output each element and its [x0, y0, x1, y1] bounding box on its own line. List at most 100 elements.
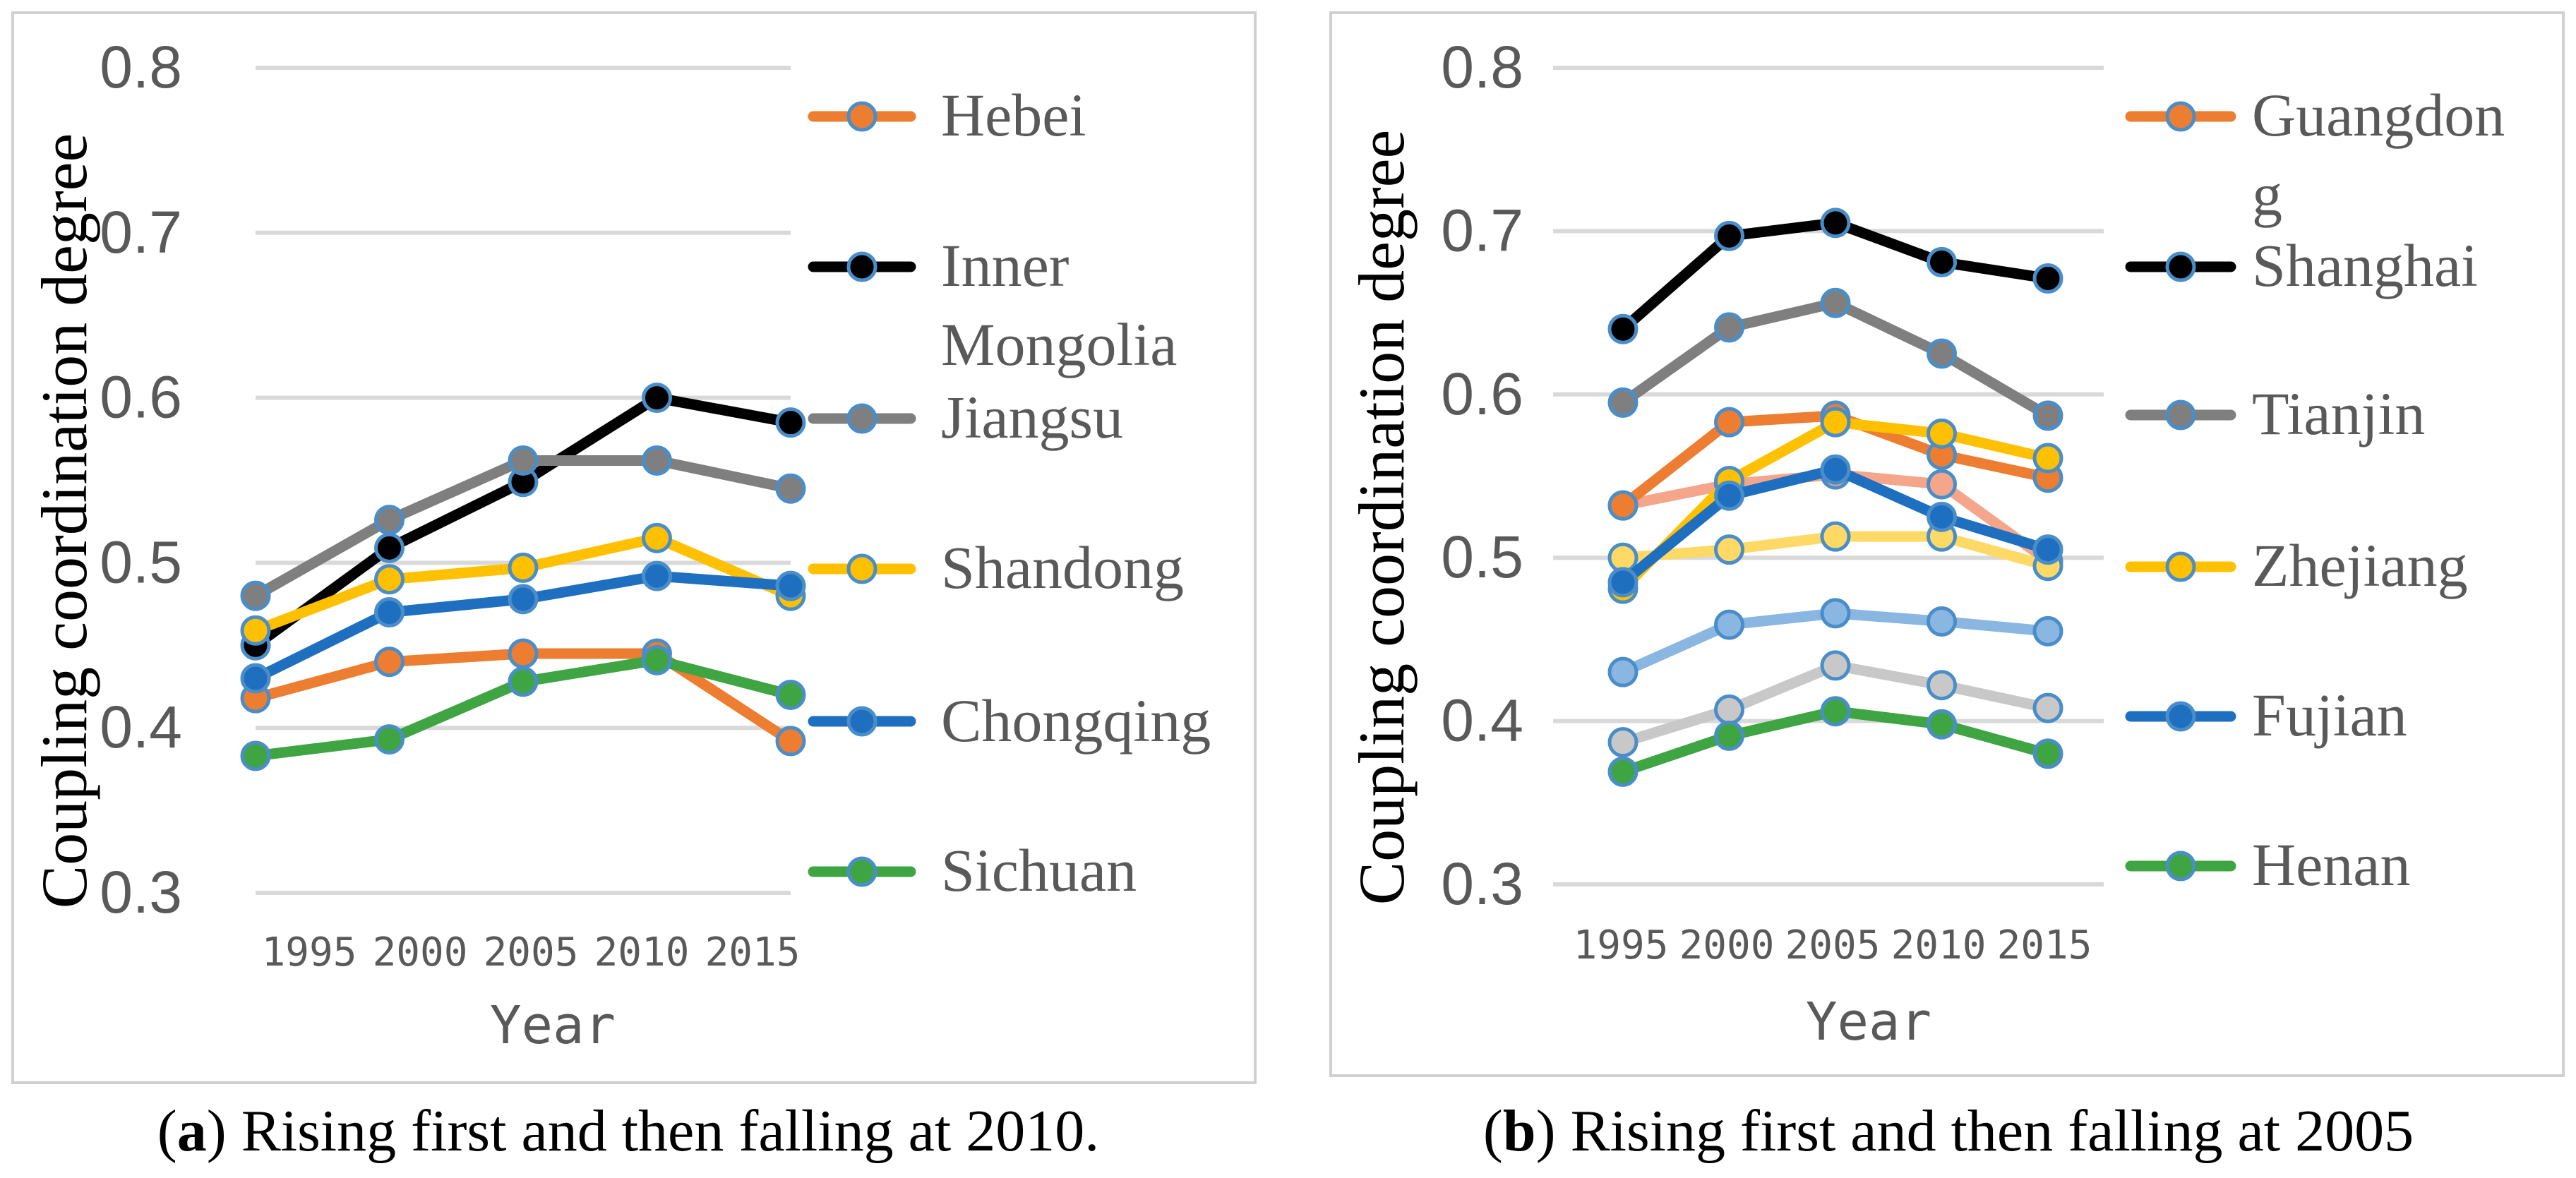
panel-a-point-jiangsu-2010	[642, 445, 672, 476]
legend-marker-tianjin	[2125, 399, 2236, 431]
panel-a-point-hebei-2015	[775, 726, 806, 757]
panel-a-x-tick-2005: 2005	[484, 930, 579, 975]
panel-a-y-tick-0-3: 0.3	[100, 859, 182, 925]
panel-b-x-tick-2015: 2015	[1997, 922, 2092, 968]
panel-b-point-series-8-2015	[2032, 615, 2063, 647]
panel-a-point-hebei-2005	[508, 638, 539, 669]
panel-a-point-shandong-1995	[240, 615, 271, 646]
legend-dot-shandong	[846, 553, 877, 584]
panel-a-series-sichuan	[240, 644, 806, 771]
panel-b-series-shanghai	[1607, 208, 2063, 344]
panel-a-point-sichuan-2005	[508, 666, 539, 697]
legend-marker-fujian	[2125, 701, 2236, 732]
panel-a-x-tick-1995: 1995	[262, 930, 357, 975]
panel-b-point-tianjin-2000	[1714, 312, 1744, 343]
panel-b-point-series-8-2000	[1714, 609, 1744, 640]
panel-b-point-henan-1995	[1607, 756, 1639, 787]
caption-b-text: Rising first and then falling at 2005	[1571, 1098, 2414, 1164]
panel-a-point-chongqing-2015	[775, 570, 806, 601]
legend-marker-jiangsu	[808, 403, 916, 434]
panel-a-series-chongqing	[240, 560, 806, 694]
panel-a-y-tick-0-7: 0.7	[100, 199, 182, 265]
panel-b-point-tianjin-2015	[2032, 400, 2063, 431]
panel-b-point-series-7-2000	[1714, 534, 1744, 565]
panel-b-point-series-9-1995	[1607, 727, 1639, 758]
panel-b-series-series-7	[1607, 521, 2063, 582]
panel-b-y-tick-0-5: 0.5	[1441, 524, 1523, 590]
panel-b-y-tick-0-6: 0.6	[1441, 361, 1523, 427]
panel-b-point-tianjin-2010	[1927, 338, 1957, 369]
panel-b-x-axis-title: Year	[1806, 992, 1931, 1052]
panel-a-point-sichuan-2015	[775, 679, 806, 710]
panel-b-x-tick-1995: 1995	[1574, 922, 1669, 968]
panel-b-point-shanghai-2005	[1820, 208, 1851, 239]
panel-b-x-tick-2000: 2000	[1679, 922, 1775, 968]
panel-a-point-shandong-2010	[642, 522, 672, 553]
panel-a-point-inner-mongolia-2010	[642, 383, 672, 414]
panel-b-point-henan-2005	[1820, 696, 1851, 727]
legend-marker-chongqing	[808, 706, 916, 737]
panel-b-point-series-8-2010	[1927, 606, 1957, 637]
legend-marker-sichuan	[808, 856, 916, 887]
legend-label-inner-mongolia-line1: Inner	[941, 232, 1069, 299]
legend-dot-tianjin	[2165, 399, 2196, 431]
legend-marker-zhejiang	[2125, 551, 2236, 582]
panel-a-point-shandong-2000	[374, 564, 405, 595]
panel-b-y-tick-0-4: 0.4	[1441, 687, 1523, 754]
panel-b-point-shanghai-1995	[1607, 313, 1639, 344]
panel-b-point-series-8-1995	[1607, 656, 1639, 687]
panel-b-series	[1607, 208, 2063, 787]
caption-a: (a) Rising first and then falling at 201…	[157, 1098, 1099, 1164]
panel-a-x-tick-2015: 2015	[705, 930, 801, 975]
caption-a-label: a	[177, 1098, 207, 1164]
legend-marker-shandong	[808, 553, 916, 584]
panel-a-point-sichuan-2000	[374, 724, 405, 755]
legend-dot-inner-mongolia	[846, 251, 877, 282]
panel-a-series	[240, 383, 806, 771]
legend-dot-sichuan	[846, 856, 877, 887]
panel-a-y-axis-title: Coupling coordination degree	[28, 133, 100, 909]
legend-dot-hebei	[846, 101, 877, 132]
legend-label-guangdong-line1: Guangdon	[2252, 81, 2505, 149]
panel-b-point-series-9-2000	[1714, 694, 1744, 725]
panel-a-point-sichuan-2010	[642, 644, 672, 675]
panel-b-point-guangdong-2000	[1714, 407, 1744, 438]
panel-b-point-fujian-2015	[2032, 534, 2063, 565]
panel-b-series-tianjin	[1607, 287, 2063, 431]
panel-b-point-fujian-2005	[1820, 454, 1851, 485]
panel-a-x-axis-title: Year	[490, 995, 616, 1056]
panel-b-series-series-8	[1607, 598, 2063, 687]
panel-b-x-ticks: 1995 2000 2005 2010 2015	[1574, 922, 2092, 968]
caption-b: (b) Rising first and then falling at 200…	[1483, 1098, 2414, 1164]
legend-dot-jiangsu	[846, 403, 877, 434]
panel-b-y-tick-0-8: 0.8	[1441, 34, 1523, 100]
legend-dot-chongqing	[846, 706, 877, 737]
panel-b-series-fujian	[1607, 454, 2063, 598]
panel-a-x-tick-2010: 2010	[594, 930, 690, 975]
panel-b-point-henan-2000	[1714, 720, 1744, 751]
panel-a-y-tick-0-5: 0.5	[100, 529, 182, 595]
panel-b-point-zhejiang-2010	[1927, 418, 1957, 449]
panel-b-y-axis-title: Coupling coordination degree	[1346, 130, 1418, 906]
legend-label-inner-mongolia: Inner Mongolia	[941, 232, 1177, 378]
panel-b-legend	[2125, 101, 2236, 882]
panel-b-point-henan-2010	[1927, 709, 1957, 740]
legend-dot-henan	[2165, 851, 2196, 882]
panel-a-point-inner-mongolia-2015	[775, 407, 806, 438]
panel-a-chart: 0.30.40.50.60.70.8 1995 2000 2005 2010 2015 …	[11, 11, 1257, 1084]
panel-b-point-fujian-2010	[1927, 501, 1957, 532]
legend-marker-inner-mongolia	[808, 251, 916, 282]
panel-b-series-henan	[1607, 696, 2063, 787]
panel-a-point-inner-mongolia-2000	[374, 532, 405, 563]
panel-b-point-tianjin-1995	[1607, 387, 1639, 418]
legend-dot-shanghai	[2165, 251, 2196, 282]
panel-b-point-fujian-2000	[1714, 480, 1744, 511]
panel-b-chart: 0.30.40.50.60.70.8 1995 2000 2005 2010 2015 …	[1329, 11, 2565, 1077]
legend-label-inner-mongolia-line2: Mongolia	[941, 311, 1177, 378]
legend-label-guangdong: Guangdon g	[2252, 81, 2520, 228]
legend-marker-shanghai	[2125, 251, 2236, 282]
legend-label-guangdong-line2: g	[2252, 160, 2282, 228]
panel-a-point-chongqing-1995	[240, 663, 271, 694]
panel-b-x-tick-2005: 2005	[1785, 922, 1881, 968]
panel-b-y-tick-0-3: 0.3	[1441, 851, 1523, 917]
